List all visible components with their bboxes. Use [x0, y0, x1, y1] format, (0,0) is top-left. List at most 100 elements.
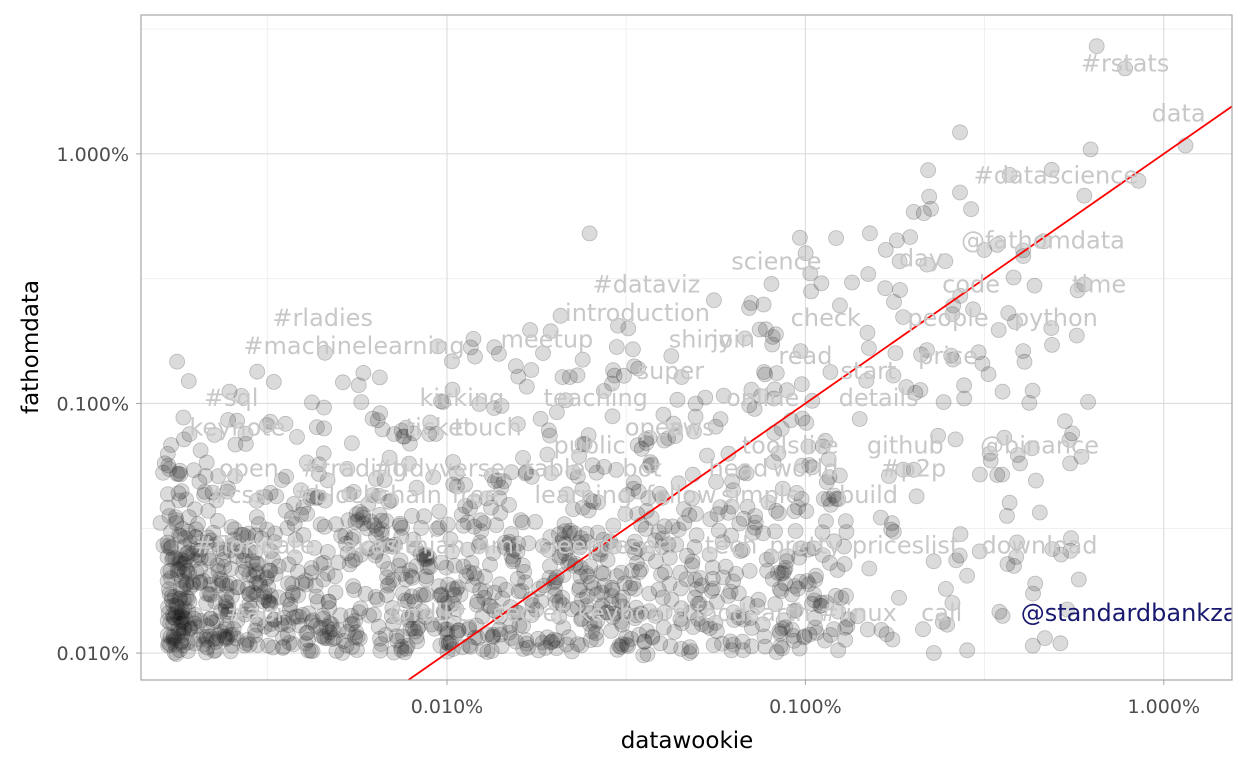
data-point	[604, 582, 621, 599]
data-point	[482, 598, 499, 615]
data-point	[161, 586, 178, 602]
data-point	[173, 483, 190, 500]
data-point	[376, 472, 393, 488]
data-point	[350, 512, 367, 528]
data-point	[315, 445, 332, 462]
data-point	[475, 641, 492, 658]
data-point	[787, 602, 804, 619]
word-label: food	[694, 599, 747, 627]
data-point	[784, 586, 800, 603]
data-point	[303, 560, 320, 576]
data-point	[319, 544, 336, 560]
data-point	[166, 588, 183, 605]
data-point	[639, 646, 656, 662]
data-point	[702, 620, 718, 636]
data-point	[189, 541, 206, 557]
data-point	[162, 570, 179, 586]
data-point	[241, 586, 258, 602]
data-point	[666, 624, 683, 640]
data-point	[461, 619, 478, 635]
data-point	[179, 549, 196, 565]
data-point	[775, 565, 791, 582]
data-point	[449, 579, 466, 596]
data-point	[614, 598, 631, 615]
data-point	[707, 418, 724, 435]
data-point	[270, 558, 287, 575]
data-point	[405, 425, 422, 442]
data-point	[905, 461, 922, 478]
data-point	[542, 558, 558, 574]
data-point	[369, 521, 386, 538]
data-point	[807, 610, 823, 626]
data-point	[172, 611, 189, 628]
data-point	[555, 531, 571, 548]
data-point	[173, 606, 190, 622]
data-point	[373, 526, 390, 542]
data-point	[982, 452, 999, 469]
data-point	[172, 466, 189, 483]
data-point	[776, 562, 793, 579]
data-point	[676, 515, 693, 531]
data-point	[355, 509, 372, 526]
data-point	[182, 619, 199, 636]
data-point	[160, 538, 177, 555]
data-point	[1044, 541, 1061, 557]
data-point	[510, 535, 526, 552]
data-point	[185, 462, 202, 479]
data-point	[895, 461, 912, 478]
data-point	[355, 364, 372, 381]
data-point	[162, 540, 179, 557]
data-point	[662, 638, 679, 655]
data-point	[735, 611, 752, 628]
data-point	[237, 547, 254, 564]
data-point	[1044, 336, 1060, 353]
data-point	[287, 531, 304, 548]
data-point	[745, 524, 761, 541]
data-point	[241, 595, 258, 612]
data-point	[885, 367, 902, 384]
data-point	[1031, 504, 1048, 521]
word-label: join	[711, 326, 755, 354]
data-point	[792, 540, 809, 557]
data-point	[316, 420, 333, 437]
data-point	[1130, 172, 1147, 189]
data-point	[172, 607, 189, 623]
data-point	[168, 512, 185, 528]
word-label: #rstats	[1081, 50, 1170, 78]
word-label: kicking	[420, 384, 505, 412]
data-point	[159, 486, 176, 503]
data-point	[798, 414, 815, 431]
data-point	[625, 575, 642, 592]
word-label: aws	[668, 414, 715, 442]
data-point	[571, 448, 587, 465]
data-point	[263, 621, 280, 638]
data-point	[309, 594, 326, 610]
data-point	[239, 602, 256, 619]
data-point	[181, 426, 198, 443]
data-point	[192, 541, 209, 558]
data-point	[315, 628, 332, 645]
data-point	[399, 638, 416, 654]
data-point	[630, 483, 647, 500]
data-point	[462, 339, 479, 356]
data-point	[387, 536, 403, 553]
data-point	[604, 375, 620, 392]
data-point	[627, 533, 643, 550]
data-point	[160, 581, 177, 598]
data-point	[162, 628, 179, 645]
data-point	[923, 200, 939, 217]
data-point	[720, 445, 737, 462]
data-point	[565, 464, 582, 481]
data-point	[243, 600, 260, 617]
data-point	[672, 611, 689, 628]
data-point	[267, 525, 283, 542]
data-point	[245, 568, 262, 584]
data-point	[216, 559, 233, 575]
data-point	[262, 484, 279, 501]
data-point	[636, 633, 653, 650]
data-point	[800, 438, 817, 455]
word-label: #floridate	[194, 531, 315, 559]
data-point	[802, 265, 819, 282]
data-point	[180, 544, 197, 561]
data-point	[294, 607, 311, 623]
